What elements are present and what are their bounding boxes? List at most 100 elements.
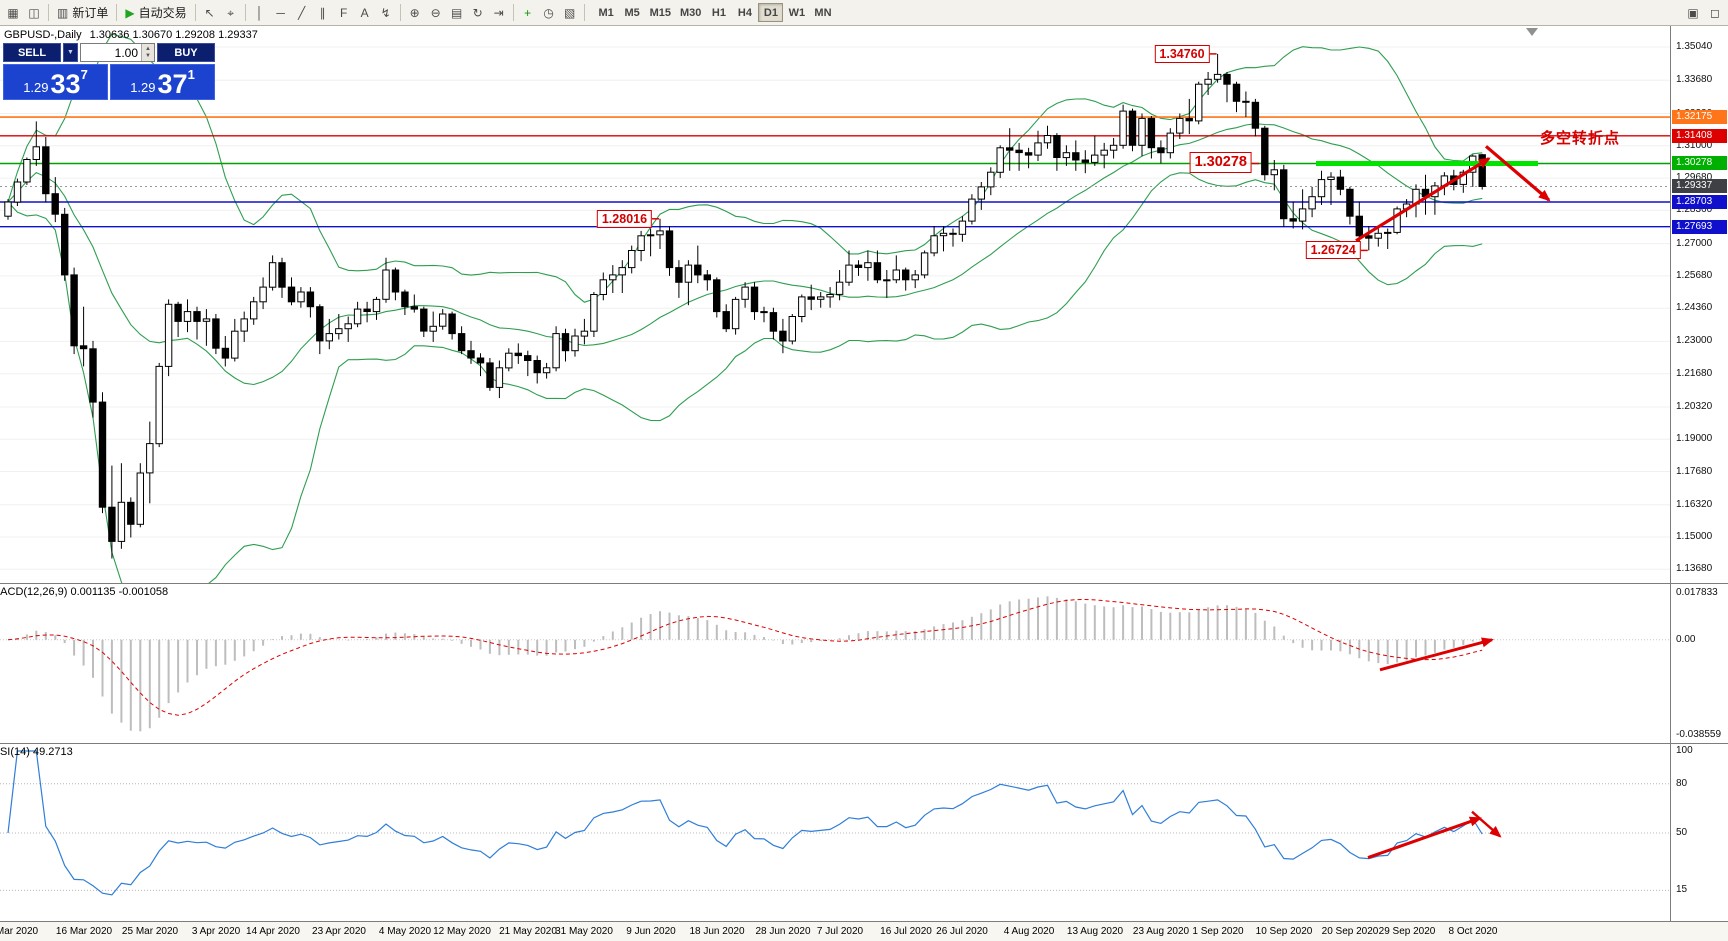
vertical-line-icon: │	[255, 5, 264, 20]
date-label: 29 Sep 2020	[1378, 926, 1436, 937]
toolbar-separator	[512, 4, 514, 21]
new-order-button[interactable]: ▥ 新订单	[53, 3, 112, 23]
profiles-icon: ◫	[28, 5, 40, 20]
timeframe-w1[interactable]: W1	[788, 6, 806, 19]
toolbar-separator	[194, 4, 196, 21]
stepper-down-icon: ▼	[145, 52, 151, 59]
fibonacci-button[interactable]: F	[334, 3, 354, 23]
zoom-out-icon: ⊖	[430, 5, 441, 20]
rsi-chart-canvas[interactable]	[0, 744, 1670, 921]
rsi-scale[interactable]: 100 80 50 15	[1670, 744, 1728, 921]
rsi-scale-label: 100	[1676, 745, 1693, 756]
macd-scale[interactable]: 0.017833 0.00 -0.038559	[1670, 584, 1728, 743]
macd-signal-line	[7, 598, 1483, 716]
time-axis[interactable]: Mar 2020 16 Mar 2020 25 Mar 2020 3 Apr 2020…	[0, 921, 1728, 941]
timeframe-mn[interactable]: MN	[814, 6, 832, 19]
toolbar-right-group: ▣ ◻	[1683, 3, 1725, 23]
date-label: 23 Aug 2020	[1132, 926, 1190, 937]
arrows-button[interactable]: ↯	[376, 3, 396, 23]
zoom-out-button[interactable]: ⊖	[426, 3, 446, 23]
buy-price-point: 1	[187, 67, 195, 82]
toolbar-separator	[244, 4, 246, 21]
timeframe-m30[interactable]: M30	[680, 6, 702, 19]
timeframe-m1[interactable]: M1	[598, 6, 614, 19]
macd-trend-arrow[interactable]	[1379, 637, 1494, 672]
timeframe-h4[interactable]: H4	[737, 6, 752, 19]
volume-field: 1.00 ▲ ▼	[80, 43, 155, 62]
buy-price-pips: 37	[157, 69, 188, 99]
price-scale-label: 1.27000	[1676, 238, 1713, 249]
date-label: 4 May 2020	[378, 926, 432, 937]
vertical-line-button[interactable]: │	[250, 3, 270, 23]
auto-trading-button[interactable]: ▶ 自动交易	[121, 3, 190, 23]
date-label: 14 Apr 2020	[246, 926, 300, 937]
auto-scroll-button[interactable]: ↻	[468, 3, 488, 23]
date-label: 23 Apr 2020	[312, 926, 366, 937]
volume-stepper[interactable]: ▲ ▼	[141, 44, 154, 61]
timeframe-m5[interactable]: M5	[624, 6, 640, 19]
bullish-trend-arrow[interactable]	[1355, 157, 1491, 243]
timeframe-m15[interactable]: M15	[649, 6, 672, 19]
trendline-button[interactable]: ╱	[292, 3, 312, 23]
sell-price-pips: 33	[50, 69, 81, 99]
order-type-dropdown-button[interactable]: ▼	[63, 43, 78, 62]
toolbar-separator	[116, 4, 118, 21]
new-order-label: 新订单	[72, 6, 109, 20]
text-label-button[interactable]: A	[355, 3, 375, 23]
buy-button[interactable]: BUY	[157, 43, 215, 62]
date-label: 9 Jun 2020	[626, 926, 676, 937]
one-click-trading-panel: SELL ▼ 1.00 ▲ ▼ BUY 1.29 33 7	[3, 43, 215, 100]
chart-title: GBPUSD-,Daily 1.30636 1.30670 1.29208 1.2…	[4, 29, 258, 41]
templates-icon: ▧	[563, 5, 576, 20]
auto-scroll-icon: ↻	[472, 5, 483, 20]
chart-ohlc-values: 1.30636 1.30670 1.29208 1.29337	[89, 29, 258, 41]
timeframe-h1[interactable]: H1	[711, 6, 726, 19]
toolbar-separator	[399, 4, 401, 21]
zoom-in-icon: ⊕	[409, 5, 420, 20]
channel-button[interactable]: ∥	[313, 3, 333, 23]
chart-shift-button[interactable]: ⇥	[489, 3, 509, 23]
price-badge: 1.31408	[1672, 129, 1727, 143]
date-label: 3 Apr 2020	[191, 926, 241, 937]
horizontal-line-button[interactable]: ─	[271, 3, 291, 23]
trade-controls-row: SELL ▼ 1.00 ▲ ▼ BUY	[3, 43, 215, 62]
periods-button[interactable]: ◷	[539, 3, 559, 23]
main-chart-panel: 1.34760 1.30278 1.28016 1.26724 多空转折点 GBPUSD…	[0, 26, 1728, 583]
profiles-button[interactable]: ◫	[24, 3, 44, 23]
dock-icon[interactable]: ▣	[1687, 5, 1699, 20]
price-scale[interactable]: 1.350401.336801.323201.310001.296801.283…	[1670, 26, 1728, 583]
new-order-icon: ▥	[57, 5, 69, 20]
chart-shift-marker[interactable]	[1526, 28, 1538, 36]
sell-button[interactable]: SELL	[3, 43, 61, 62]
indicators-button[interactable]: +	[518, 3, 538, 23]
price-badge: 1.27693	[1672, 220, 1727, 234]
sell-price-display[interactable]: 1.29 33 7	[3, 64, 108, 100]
date-label: 7 Jul 2020	[816, 926, 864, 937]
zoom-in-button[interactable]: ⊕	[405, 3, 425, 23]
date-label: 25 Mar 2020	[121, 926, 179, 937]
toolbar-separator	[583, 4, 585, 21]
bearish-arrow[interactable]	[1484, 145, 1551, 202]
candlestick-chart-canvas[interactable]	[0, 26, 1670, 583]
macd-scale-zero-label: 0.00	[1676, 634, 1696, 645]
macd-chart-canvas[interactable]	[0, 584, 1670, 743]
macd-indicator-label: MACD(12,26,9) 0.001135 -0.001058	[0, 586, 169, 598]
rsi-indicator-label: RSI(14) 49.2713	[0, 746, 73, 758]
rsi-trend-arrow[interactable]	[1471, 810, 1502, 838]
templates-button[interactable]: ▧	[560, 3, 580, 23]
cursor-button[interactable]: ↖	[200, 3, 220, 23]
layout-icon[interactable]: ◻	[1710, 5, 1720, 20]
crosshair-button[interactable]: ⌖	[221, 3, 241, 23]
timeframe-d1[interactable]: D1	[758, 3, 784, 22]
buy-price-base: 1.29	[130, 80, 156, 95]
lime-resistance-line[interactable]	[1316, 161, 1538, 166]
rsi-trend-arrow[interactable]	[1367, 816, 1482, 860]
rsi-line	[7, 750, 1483, 896]
volume-input[interactable]: 1.00	[114, 46, 138, 60]
buy-price-display[interactable]: 1.29 37 1	[110, 64, 215, 100]
tile-windows-button[interactable]: ▤	[447, 3, 467, 23]
sell-price-base: 1.29	[23, 80, 49, 95]
price-scale-label: 1.24360	[1676, 302, 1713, 313]
new-chart-button[interactable]: ▦	[3, 3, 23, 23]
